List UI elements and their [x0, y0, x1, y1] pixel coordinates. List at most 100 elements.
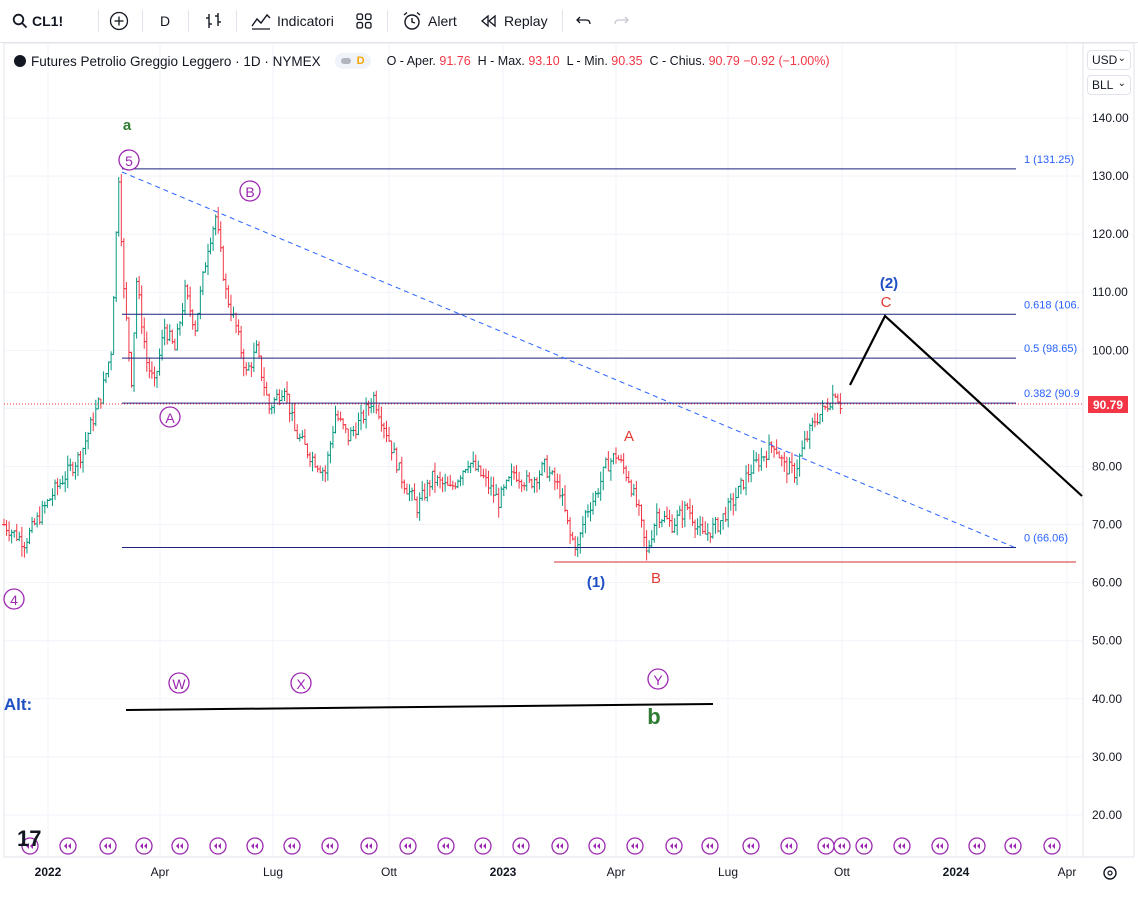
event-arrow-icon [631, 843, 638, 849]
wave-label[interactable]: C [881, 294, 892, 311]
indicators-icon [251, 13, 271, 30]
event-arrow-icon [517, 843, 524, 849]
low-label: L - Min. [566, 54, 608, 68]
replay-button[interactable]: Replay [480, 9, 548, 33]
wave-label-text: (2) [880, 275, 898, 292]
trend-drawings[interactable] [4, 171, 1083, 711]
event-arrow-icon [214, 843, 221, 849]
event-arrow-icon [838, 843, 845, 849]
current-price-label: 90.79 [1088, 396, 1128, 413]
templates-button[interactable] [355, 9, 373, 33]
wave-label[interactable]: a [123, 117, 132, 134]
price-chart[interactable]: 1 (131.25) 0.618 (106. 0.5 (98.65) 0.382 (9… [0, 43, 1138, 899]
price-tick-label: 120.00 [1092, 227, 1129, 241]
time-tick-label: 2024 [943, 865, 970, 879]
wave-label-text: (1) [587, 574, 605, 591]
chevron-down-icon: ⌄ [1117, 78, 1126, 89]
wave-label-text: a [123, 117, 132, 134]
downtrend-dashed-line[interactable] [121, 171, 1017, 549]
wave-label[interactable]: b [647, 704, 660, 729]
wave-label[interactable]: X [290, 672, 312, 694]
bars-chart-icon [206, 13, 221, 28]
currency-value: USD [1092, 53, 1118, 67]
event-arrow-icon [785, 843, 792, 849]
svg-text:17: 17 [17, 826, 41, 851]
toolbar-divider [142, 10, 143, 32]
currency-select[interactable]: USD ⌄ [1087, 50, 1131, 70]
event-arrow-icon [365, 843, 372, 849]
time-tick-label: Ott [381, 865, 398, 879]
event-arrow-icon [404, 843, 411, 849]
compare-symbol-button[interactable] [109, 9, 129, 33]
unit-select[interactable]: BLL ⌄ [1087, 75, 1131, 95]
wave-label[interactable]: 5 [118, 149, 140, 171]
event-arrow-icon [140, 843, 147, 849]
chart-area[interactable]: 1 (131.25) 0.618 (106. 0.5 (98.65) 0.382 (9… [0, 43, 1138, 899]
tradingview-logo: 17 [17, 826, 41, 851]
price-tick-label: 140.00 [1092, 111, 1129, 125]
toolbar-divider [562, 10, 563, 32]
wave-label[interactable]: 4 [3, 588, 25, 610]
change-value: −0.92 (−1.00%) [743, 54, 830, 68]
toolbar-divider [236, 10, 237, 32]
symbol-search-button[interactable]: CL1! [12, 9, 63, 33]
price-tick-label: 20.00 [1092, 808, 1122, 822]
time-tick-label: Ott [834, 865, 851, 879]
fib-level-label: 1 (131.25) [1024, 154, 1074, 166]
price-tick-label: 110.00 [1092, 285, 1128, 299]
wave-label[interactable]: Alt: [4, 695, 32, 714]
wave-label[interactable]: (1) [587, 574, 605, 591]
redo-button[interactable] [612, 9, 630, 33]
chart-type-button[interactable] [204, 9, 224, 33]
symbol-label: CL1! [32, 13, 64, 29]
symbol-logo-icon [14, 55, 26, 67]
event-arrow-icon [898, 843, 905, 849]
wave-label-circle [118, 149, 140, 171]
wave-labels[interactable]: a 5 B A 4 A B C (1) (2) W X Y Alt: b [3, 117, 898, 729]
wave-label-circle [168, 672, 190, 694]
alert-button[interactable]: Alert [401, 9, 457, 33]
wave-label[interactable]: A [624, 428, 634, 445]
event-arrow-icon [1048, 843, 1055, 849]
interval-label: D [160, 13, 171, 29]
time-tick-label: Apr [607, 865, 626, 879]
delayed-badge: D [356, 55, 365, 67]
grid-icon [356, 13, 372, 29]
wave-label[interactable]: B [239, 180, 261, 202]
price-bars [2, 174, 843, 561]
price-tick-label: 60.00 [1092, 576, 1122, 590]
time-axis[interactable]: 2022 Apr Lug Ott 2023 Apr Lug Ott 2024 Apr [35, 865, 1077, 879]
low-value: 90.35 [611, 54, 643, 68]
price-axis[interactable]: 140.00130.00120.00110.00100.0090.0080.00… [1092, 111, 1129, 822]
wave-label-text: W [172, 676, 186, 692]
alt-count-baseline[interactable] [125, 703, 714, 711]
wave-label[interactable]: B [651, 570, 661, 587]
wave-label[interactable]: (2) [880, 275, 898, 292]
wave-label-circle [3, 588, 25, 610]
fibonacci-retracement[interactable]: 1 (131.25) 0.618 (106. 0.5 (98.65) 0.382 (9… [122, 154, 1080, 548]
rewind-icon [480, 14, 496, 28]
indicators-button[interactable]: Indicatori [250, 9, 334, 33]
status-toggle-icon [340, 58, 351, 64]
wave-label[interactable]: Y [647, 668, 669, 690]
chevron-down-icon: ⌄ [1117, 53, 1126, 64]
projected-path-line[interactable] [849, 314, 1083, 497]
wave-label[interactable]: A [159, 406, 181, 428]
price-tick-label: 70.00 [1092, 518, 1122, 532]
interval-button[interactable]: D [160, 9, 170, 33]
event-arrow-icon [326, 843, 333, 849]
fib-level-label: 0.382 (90.9 [1024, 388, 1080, 400]
wave-label-text: Alt: [4, 695, 32, 714]
undo-button[interactable] [575, 9, 593, 33]
economic-events-row[interactable] [21, 837, 1061, 855]
wave-label[interactable]: W [168, 672, 190, 694]
open-label: O - Aper. [386, 54, 436, 68]
wave-label-text: C [881, 294, 892, 311]
wave-label-circle [159, 406, 181, 428]
event-arrow-icon [747, 843, 754, 849]
event-arrow-icon [176, 843, 183, 849]
fib-level-label: 0.5 (98.65) [1024, 343, 1077, 355]
instrument-title[interactable]: Futures Petrolio Greggio Leggero · 1D · … [31, 53, 321, 69]
settings-gear-icon[interactable] [1103, 866, 1117, 880]
market-status-pill[interactable]: D [334, 53, 371, 69]
